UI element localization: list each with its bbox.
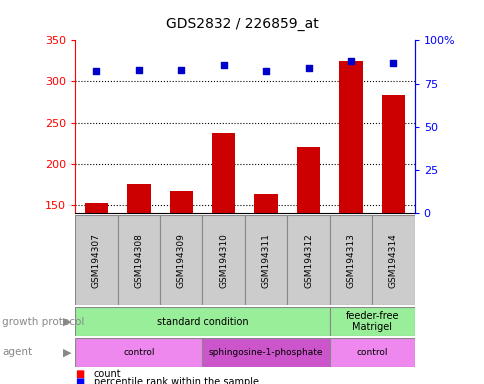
FancyBboxPatch shape: [329, 307, 414, 336]
Text: GSM194313: GSM194313: [346, 233, 355, 288]
Text: count: count: [93, 369, 121, 379]
Bar: [169, 191, 193, 213]
FancyBboxPatch shape: [329, 215, 372, 305]
FancyBboxPatch shape: [287, 215, 329, 305]
Text: agent: agent: [2, 347, 32, 358]
Bar: [381, 96, 404, 213]
Text: ■: ■: [75, 369, 84, 379]
Bar: [85, 203, 108, 213]
FancyBboxPatch shape: [329, 338, 414, 367]
Text: percentile rank within the sample: percentile rank within the sample: [93, 377, 258, 384]
FancyBboxPatch shape: [117, 215, 160, 305]
Text: GSM194310: GSM194310: [219, 233, 228, 288]
Point: [389, 60, 396, 66]
Text: GSM194311: GSM194311: [261, 233, 270, 288]
Text: ▶: ▶: [62, 347, 71, 358]
FancyBboxPatch shape: [372, 215, 414, 305]
Text: growth protocol: growth protocol: [2, 316, 85, 327]
Text: GSM194309: GSM194309: [176, 233, 185, 288]
Text: sphingosine-1-phosphate: sphingosine-1-phosphate: [209, 348, 323, 357]
FancyBboxPatch shape: [202, 215, 244, 305]
Point: [92, 68, 100, 74]
Text: control: control: [356, 348, 387, 357]
Text: GSM194308: GSM194308: [134, 233, 143, 288]
Bar: [254, 194, 277, 213]
FancyBboxPatch shape: [75, 338, 202, 367]
Point: [135, 67, 142, 73]
Bar: [127, 184, 150, 213]
Text: ▶: ▶: [62, 316, 71, 327]
Bar: [212, 133, 235, 213]
Text: feeder-free
Matrigel: feeder-free Matrigel: [345, 311, 398, 333]
FancyBboxPatch shape: [160, 215, 202, 305]
Text: GSM194307: GSM194307: [91, 233, 101, 288]
Point: [304, 65, 312, 71]
Text: GDS2832 / 226859_at: GDS2832 / 226859_at: [166, 17, 318, 31]
Point: [347, 58, 354, 64]
Point: [262, 68, 270, 74]
Point: [177, 67, 185, 73]
FancyBboxPatch shape: [244, 215, 287, 305]
Bar: [296, 147, 319, 213]
Bar: [339, 61, 362, 213]
Text: GSM194312: GSM194312: [303, 233, 313, 288]
FancyBboxPatch shape: [75, 215, 117, 305]
Text: control: control: [123, 348, 154, 357]
FancyBboxPatch shape: [202, 338, 329, 367]
Text: ■: ■: [75, 377, 84, 384]
Text: GSM194314: GSM194314: [388, 233, 397, 288]
FancyBboxPatch shape: [75, 307, 329, 336]
Text: standard condition: standard condition: [156, 316, 248, 327]
Point: [219, 61, 227, 68]
